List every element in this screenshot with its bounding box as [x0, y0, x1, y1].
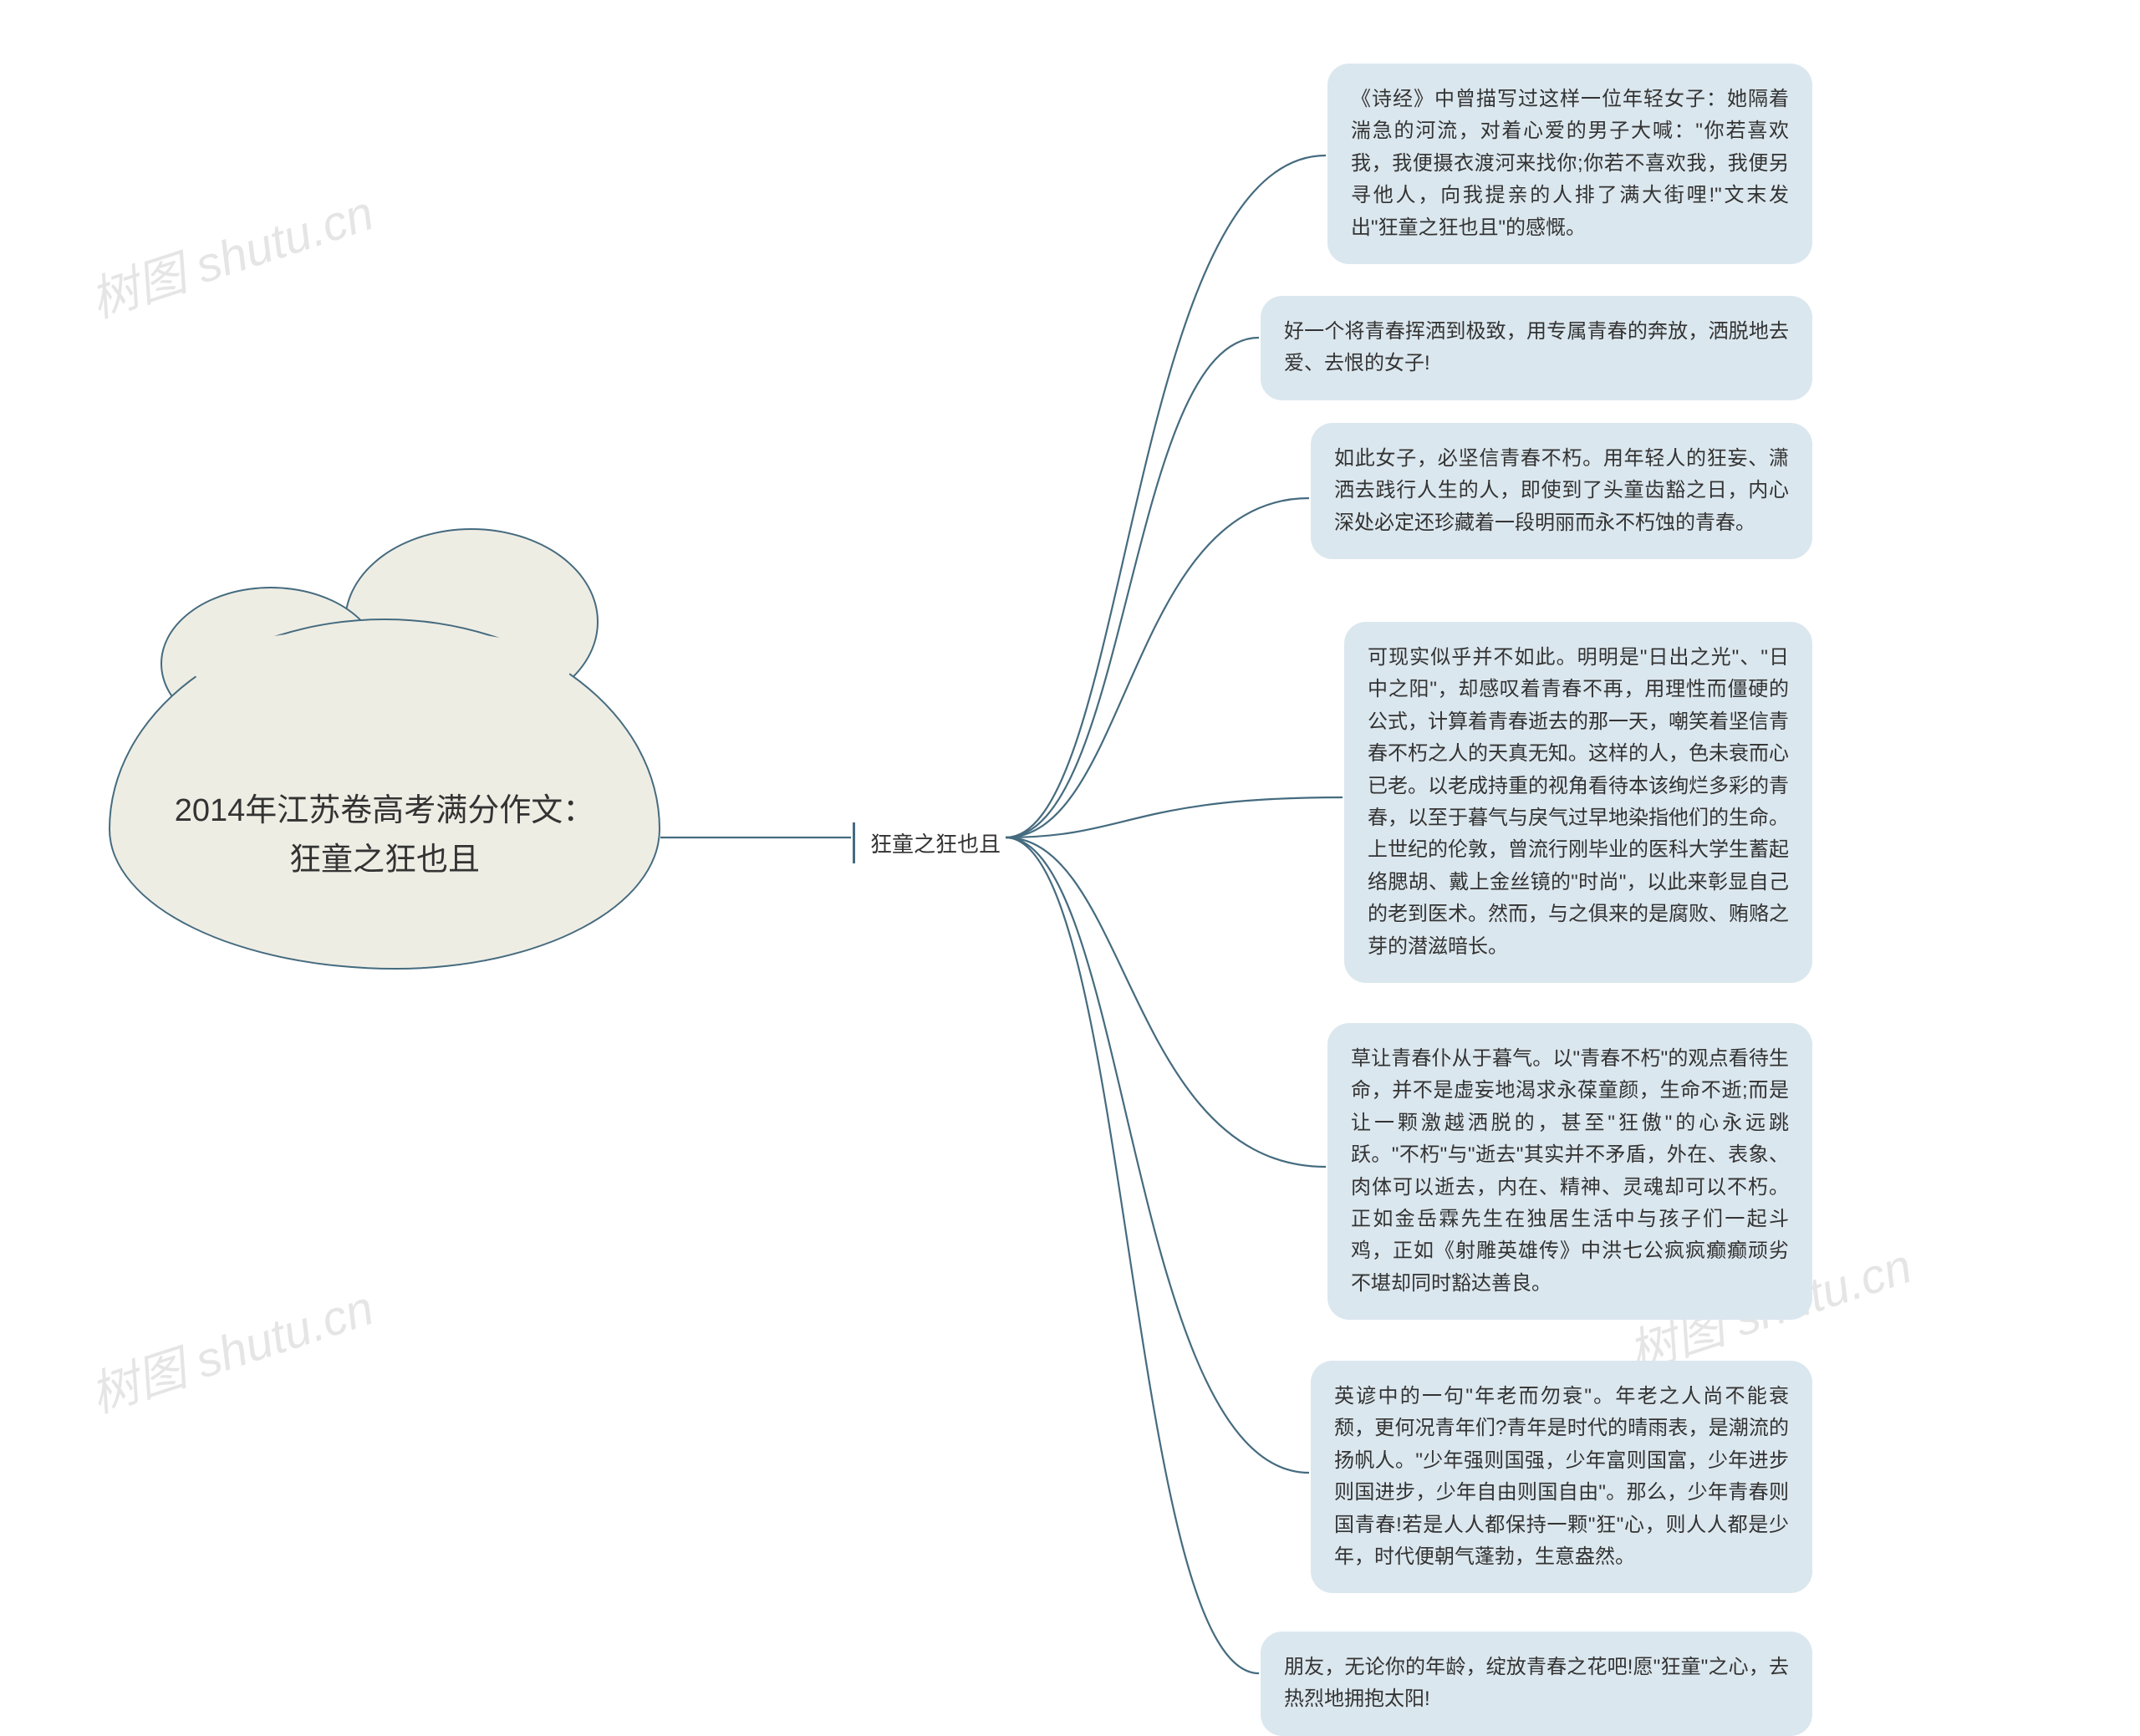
root-node-cloud: 2014年江苏卷高考满分作文：狂童之狂也且: [109, 619, 660, 970]
connector-leaf-1: [1006, 338, 1259, 837]
connector-leaf-4: [1006, 837, 1326, 1167]
leaf-node: 《诗经》中曾描写过这样一位年轻女子：她隔着湍急的河流，对着心爱的男子大喊："你若…: [1327, 64, 1812, 264]
leaf-node: 好一个将青春挥洒到极致，用专属青春的奔放，洒脱地去爱、去恨的女子!: [1261, 296, 1812, 400]
level1-node: 狂童之狂也且: [853, 822, 1001, 863]
watermark: 树图 shutu.cn: [80, 174, 381, 331]
connector-leaf-0: [1006, 155, 1326, 837]
connector-leaf-5: [1006, 837, 1309, 1473]
watermark: 树图 shutu.cn: [80, 1269, 381, 1426]
leaf-node: 可现实似乎并不如此。明明是"日出之光"、"日中之阳"，却感叹着青春不再，用理性而…: [1344, 622, 1812, 983]
leaf-node: 英谚中的一句"年老而勿衰"。年老之人尚不能衰颓，更何况青年们?青年是时代的晴雨表…: [1311, 1361, 1812, 1593]
root-label: 2014年江苏卷高考满分作文：狂童之狂也且: [169, 787, 600, 885]
connector-leaf-6: [1006, 837, 1259, 1673]
connector-leaf-2: [1006, 498, 1309, 837]
leaf-node: 朋友，无论你的年龄，绽放青春之花吧!愿"狂童"之心，去热烈地拥抱太阳!: [1261, 1632, 1812, 1736]
leaf-node: 草让青春仆从于暮气。以"青春不朽"的观点看待生命，并不是虚妄地渴求永葆童颜，生命…: [1327, 1023, 1812, 1320]
leaf-node: 如此女子，必坚信青春不朽。用年轻人的狂妄、潇洒去践行人生的人，即使到了头童齿豁之…: [1311, 423, 1812, 559]
connector-leaf-3: [1006, 797, 1343, 837]
